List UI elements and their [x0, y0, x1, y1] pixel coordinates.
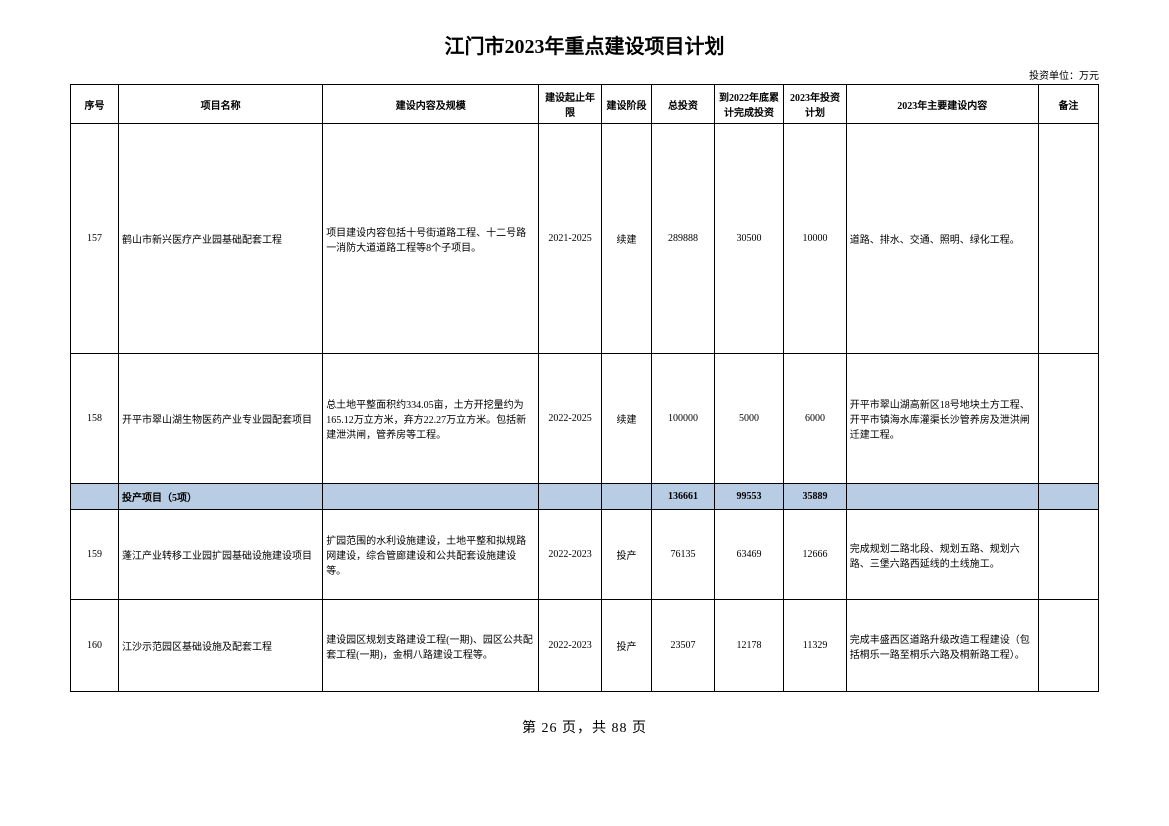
- cell-seq: 157: [71, 124, 119, 354]
- cell-period: 2022-2023: [539, 600, 601, 692]
- header-main: 2023年主要建设内容: [846, 85, 1038, 124]
- cell-name: 开平市翠山湖生物医药产业专业园配套项目: [119, 354, 323, 484]
- cell-remark: [1038, 510, 1098, 600]
- cell-name: 蓬江产业转移工业园扩园基础设施建设项目: [119, 510, 323, 600]
- project-table: 序号 项目名称 建设内容及规模 建设起止年限 建设阶段 总投资 到2022年底累…: [70, 84, 1099, 692]
- table-row: 158 开平市翠山湖生物医药产业专业园配套项目 总土地平整面积约334.05亩，…: [71, 354, 1099, 484]
- cell-period: 2021-2025: [539, 124, 601, 354]
- cell-acc: 5000: [714, 354, 784, 484]
- cell-content: 扩园范围的水利设施建设，土地平整和拟规路网建设，综合管廊建设和公共配套设施建设等…: [323, 510, 539, 600]
- header-total: 总投资: [652, 85, 714, 124]
- header-plan: 2023年投资计划: [784, 85, 846, 124]
- header-content: 建设内容及规模: [323, 85, 539, 124]
- table-body: 157 鹤山市新兴医疗产业园基础配套工程 项目建设内容包括十号街道路工程、十二号…: [71, 124, 1099, 692]
- cell-total: 100000: [652, 354, 714, 484]
- page-footer: 第 26 页，共 88 页: [70, 717, 1099, 737]
- page-title: 江门市2023年重点建设项目计划: [70, 30, 1099, 59]
- cell-name: 江沙示范园区基础设施及配套工程: [119, 600, 323, 692]
- cell-remark: [1038, 354, 1098, 484]
- cell-content: 项目建设内容包括十号街道路工程、十二号路一消防大道道路工程等8个子项目。: [323, 124, 539, 354]
- cell-plan: 12666: [784, 510, 846, 600]
- subtotal-empty: [323, 484, 539, 510]
- unit-label: 投资单位：万元: [70, 67, 1099, 82]
- table-row: 160 江沙示范园区基础设施及配套工程 建设园区规划支路建设工程(一期)、园区公…: [71, 600, 1099, 692]
- cell-content: 总土地平整面积约334.05亩，土方开挖量约为165.12万立方米，弃方22.2…: [323, 354, 539, 484]
- header-acc: 到2022年底累计完成投资: [714, 85, 784, 124]
- subtotal-empty: [1038, 484, 1098, 510]
- cell-name: 鹤山市新兴医疗产业园基础配套工程: [119, 124, 323, 354]
- cell-total: 289888: [652, 124, 714, 354]
- subtotal-empty: [846, 484, 1038, 510]
- header-seq: 序号: [71, 85, 119, 124]
- cell-phase: 续建: [601, 354, 651, 484]
- cell-main: 完成规划二路北段、规划五路、规划六路、三堡六路西延线的土线施工。: [846, 510, 1038, 600]
- table-row: 157 鹤山市新兴医疗产业园基础配套工程 项目建设内容包括十号街道路工程、十二号…: [71, 124, 1099, 354]
- cell-acc: 12178: [714, 600, 784, 692]
- subtotal-label: 投产项目（5项）: [119, 484, 323, 510]
- cell-total: 23507: [652, 600, 714, 692]
- subtotal-empty: [539, 484, 601, 510]
- header-name: 项目名称: [119, 85, 323, 124]
- cell-period: 2022-2025: [539, 354, 601, 484]
- subtotal-total: 136661: [652, 484, 714, 510]
- cell-plan: 10000: [784, 124, 846, 354]
- subtotal-acc: 99553: [714, 484, 784, 510]
- cell-remark: [1038, 600, 1098, 692]
- subtotal-empty: [71, 484, 119, 510]
- subtotal-plan: 35889: [784, 484, 846, 510]
- cell-seq: 159: [71, 510, 119, 600]
- cell-plan: 11329: [784, 600, 846, 692]
- cell-main: 完成丰盛西区道路升级改造工程建设（包括桐乐一路至桐乐六路及桐新路工程）。: [846, 600, 1038, 692]
- cell-acc: 63469: [714, 510, 784, 600]
- cell-phase: 投产: [601, 510, 651, 600]
- header-phase: 建设阶段: [601, 85, 651, 124]
- cell-main: 开平市翠山湖高新区18号地块土方工程、开平市镇海水库灌渠长沙管养房及泄洪闸迁建工…: [846, 354, 1038, 484]
- subtotal-empty: [601, 484, 651, 510]
- subtotal-row: 投产项目（5项） 136661 99553 35889: [71, 484, 1099, 510]
- cell-total: 76135: [652, 510, 714, 600]
- cell-seq: 160: [71, 600, 119, 692]
- table-row: 159 蓬江产业转移工业园扩园基础设施建设项目 扩园范围的水利设施建设，土地平整…: [71, 510, 1099, 600]
- cell-phase: 投产: [601, 600, 651, 692]
- cell-content: 建设园区规划支路建设工程(一期)、园区公共配套工程(一期)，金桐八路建设工程等。: [323, 600, 539, 692]
- cell-phase: 续建: [601, 124, 651, 354]
- cell-remark: [1038, 124, 1098, 354]
- cell-main: 道路、排水、交通、照明、绿化工程。: [846, 124, 1038, 354]
- cell-acc: 30500: [714, 124, 784, 354]
- header-period: 建设起止年限: [539, 85, 601, 124]
- table-header-row: 序号 项目名称 建设内容及规模 建设起止年限 建设阶段 总投资 到2022年底累…: [71, 85, 1099, 124]
- cell-period: 2022-2023: [539, 510, 601, 600]
- cell-seq: 158: [71, 354, 119, 484]
- header-remark: 备注: [1038, 85, 1098, 124]
- cell-plan: 6000: [784, 354, 846, 484]
